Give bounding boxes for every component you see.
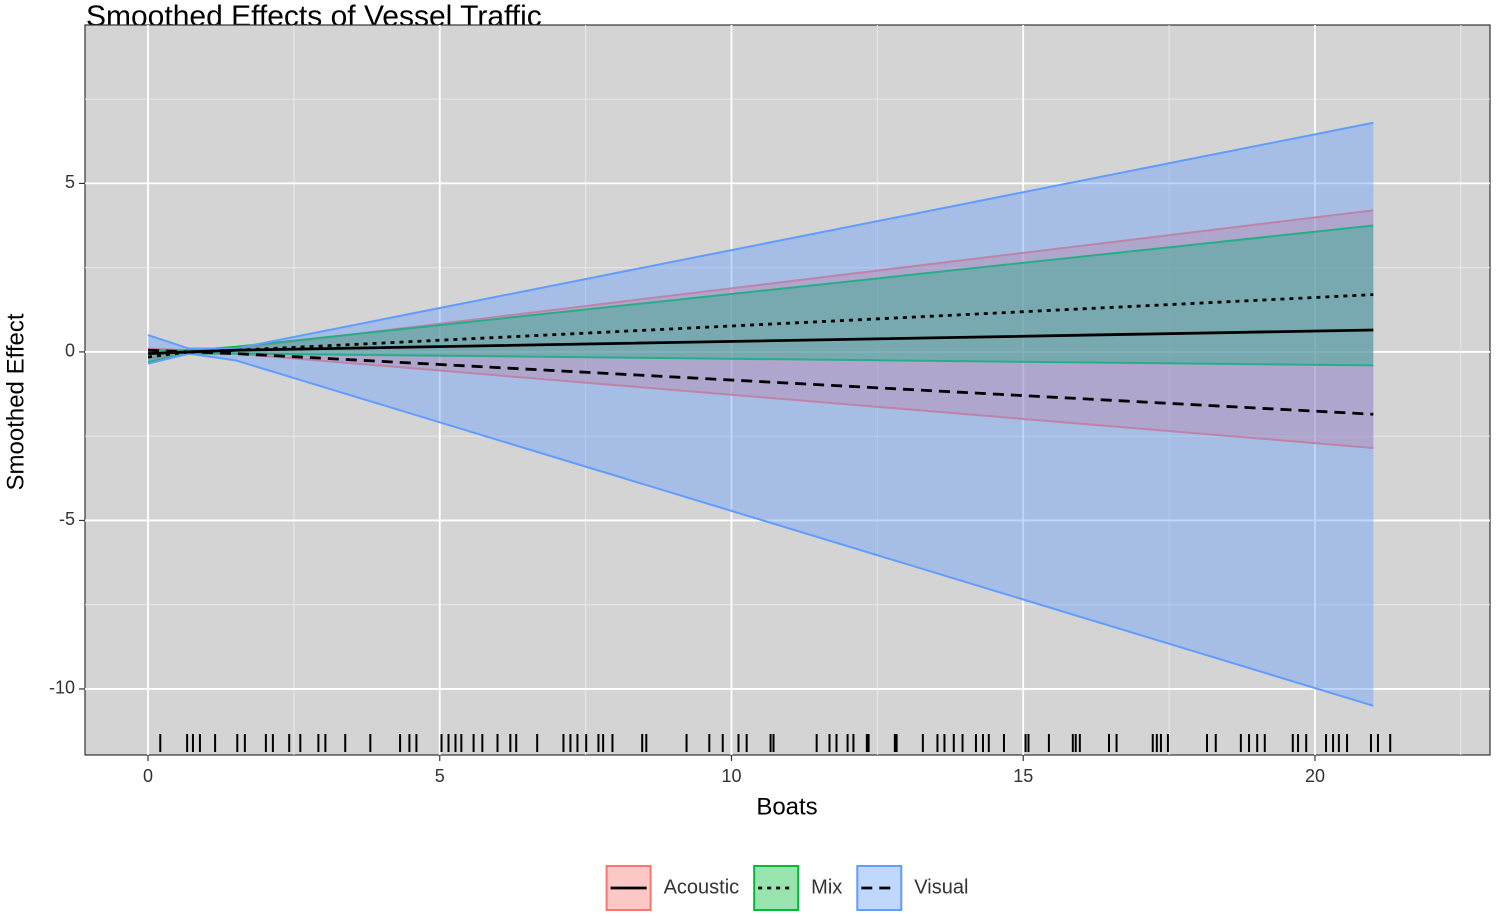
series-line — [147, 293, 1374, 359]
x-axis-label: Boats — [756, 793, 817, 820]
x-tick-label: 0 — [143, 766, 153, 786]
ribbon — [148, 225, 1374, 366]
x-tick-label: 20 — [1305, 766, 1325, 786]
x-tick-label: 15 — [1013, 766, 1033, 786]
legend-label: Acoustic — [664, 876, 740, 898]
legend-label: Visual — [914, 876, 968, 898]
ribbon — [148, 210, 1374, 448]
ribbon — [148, 122, 1374, 706]
ribbon-lower — [147, 352, 1374, 707]
ribbon-upper — [147, 121, 1374, 350]
y-tick-label: -10 — [49, 678, 75, 698]
y-tick-label: 0 — [65, 341, 75, 361]
y-axis-label: Smoothed Effect — [2, 313, 29, 490]
x-tick-label: 5 — [435, 766, 445, 786]
series-line — [147, 348, 1374, 416]
legend: Acoustic Mix Visual — [605, 865, 968, 911]
legend-label: Mix — [811, 876, 842, 898]
x-tick-label: 10 — [721, 766, 741, 786]
y-tick-label: -5 — [59, 509, 75, 529]
y-tick-label: 5 — [65, 172, 75, 192]
